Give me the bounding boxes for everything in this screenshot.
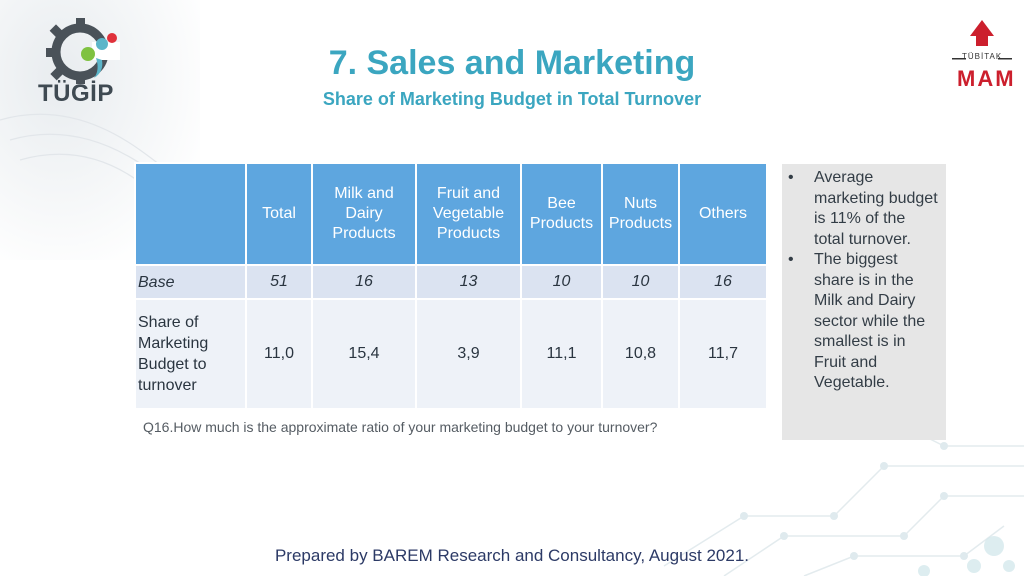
table-header-bee: Bee Products — [520, 162, 603, 266]
table-header-others: Others — [678, 162, 768, 266]
survey-question-note: Q16.How much is the approximate ratio of… — [143, 419, 658, 435]
table-header-corner — [134, 162, 247, 266]
tugip-gear-logo-icon — [46, 18, 120, 84]
footer-credit: Prepared by BAREM Research and Consultan… — [274, 546, 750, 565]
marketing-budget-table: Total Milk and Dairy Products Fruit and … — [134, 162, 768, 410]
tugip-logo-text: TÜGİP — [38, 80, 114, 107]
table-cell: 3,9 — [415, 298, 522, 410]
table-row-share: Share of Marketing Budget to turnover 11… — [134, 298, 768, 410]
notes-list: Average marketing budget is 11% of the t… — [782, 164, 946, 394]
table-cell: 11,1 — [520, 298, 603, 410]
mam-logo-text: MAM — [957, 66, 1016, 91]
slide-title: 7. Sales and Marketing — [328, 44, 696, 82]
table-row-label: Share of Marketing Budget to turnover — [134, 298, 247, 410]
table-header-row: Total Milk and Dairy Products Fruit and … — [134, 162, 768, 266]
table-cell: 10,8 — [601, 298, 680, 410]
table-cell: 16 — [311, 264, 417, 300]
table-cell: 16 — [678, 264, 768, 300]
table-cell: 15,4 — [311, 298, 417, 410]
table-cell: 11,7 — [678, 298, 768, 410]
notes-panel: Average marketing budget is 11% of the t… — [782, 164, 946, 440]
table-cell: 51 — [245, 264, 313, 300]
table-cell: 13 — [415, 264, 522, 300]
table-row-label: Base — [134, 264, 247, 300]
table-header-total: Total — [245, 162, 313, 266]
tubitak-logo-icon — [952, 20, 1012, 60]
note-item: Average marketing budget is 11% of the t… — [788, 168, 938, 250]
table-header-milk-dairy: Milk and Dairy Products — [311, 162, 417, 266]
table-header-fruit-vegetable: Fruit and Vegetable Products — [415, 162, 522, 266]
tubitak-logo-text: TÜBİTAK — [962, 52, 1003, 61]
background-circuit-decoration — [663, 425, 1024, 576]
table-cell: 11,0 — [245, 298, 313, 410]
table-header-nuts: Nuts Products — [601, 162, 680, 266]
table-cell: 10 — [601, 264, 680, 300]
slide-subtitle: Share of Marketing Budget in Total Turno… — [322, 89, 702, 109]
table-row-base: Base 51 16 13 10 10 16 — [134, 264, 768, 300]
note-item: The biggest share is in the Milk and Dai… — [788, 250, 938, 394]
table-cell: 10 — [520, 264, 603, 300]
